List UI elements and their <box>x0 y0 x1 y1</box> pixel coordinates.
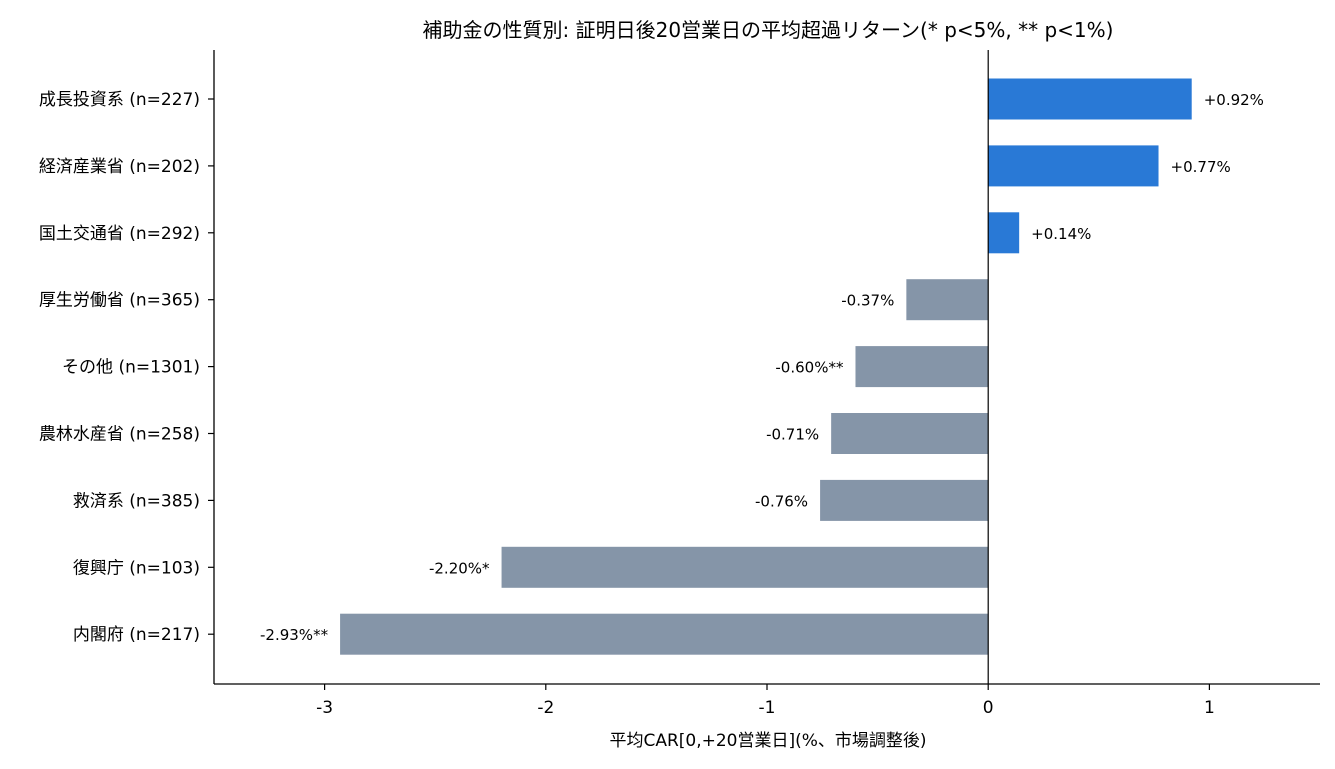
bar <box>988 212 1020 254</box>
x-tick-label: 1 <box>1204 698 1215 718</box>
data-label: -0.71% <box>766 426 819 444</box>
category-label: 復興庁 (n=103) <box>73 558 200 578</box>
category-label: 国土交通省 (n=292) <box>39 224 200 244</box>
category-label: 厚生労働省 (n=365) <box>39 291 200 311</box>
x-tick-label: 0 <box>983 698 994 718</box>
labels-layer: 成長投資系 (n=227) +0.92% 経済産業省 (n=202) +0.77% 国土… <box>39 90 1264 718</box>
axes-layer <box>208 50 1320 690</box>
category-label: 内閣府 (n=217) <box>73 625 200 645</box>
bar <box>906 279 989 321</box>
category-label: 成長投資系 (n=227) <box>39 90 200 110</box>
data-label: +0.14% <box>1031 225 1091 243</box>
x-tick-label: -1 <box>759 698 776 718</box>
category-label: 経済産業省 (n=202) <box>39 157 200 177</box>
bar <box>340 613 989 655</box>
data-label: -0.76% <box>755 492 808 510</box>
bar <box>820 479 989 521</box>
x-tick-label: -3 <box>316 698 333 718</box>
bars-layer <box>340 78 1192 655</box>
x-tick-label: -2 <box>537 698 554 718</box>
data-label: -0.60%** <box>775 359 844 377</box>
category-label: 農林水産省 (n=258) <box>39 425 200 445</box>
bar <box>501 546 989 588</box>
bar <box>988 78 1192 120</box>
bar <box>988 145 1159 187</box>
x-axis-label: 平均CAR[0,+20営業日](%、市場調整後) <box>609 731 926 751</box>
data-label: +0.92% <box>1204 91 1264 109</box>
data-label: -2.93%** <box>260 626 329 644</box>
bar <box>855 346 989 388</box>
data-label: +0.77% <box>1171 158 1231 176</box>
chart-title: 補助金の性質別: 証明日後20営業日の平均超過リターン(* p<5%, ** p… <box>423 18 1114 42</box>
category-label: その他 (n=1301) <box>62 358 200 378</box>
data-label: -0.37% <box>841 292 894 310</box>
data-label: -2.20%* <box>429 559 490 577</box>
bar <box>831 413 989 454</box>
category-label: 救済系 (n=385) <box>73 491 200 511</box>
